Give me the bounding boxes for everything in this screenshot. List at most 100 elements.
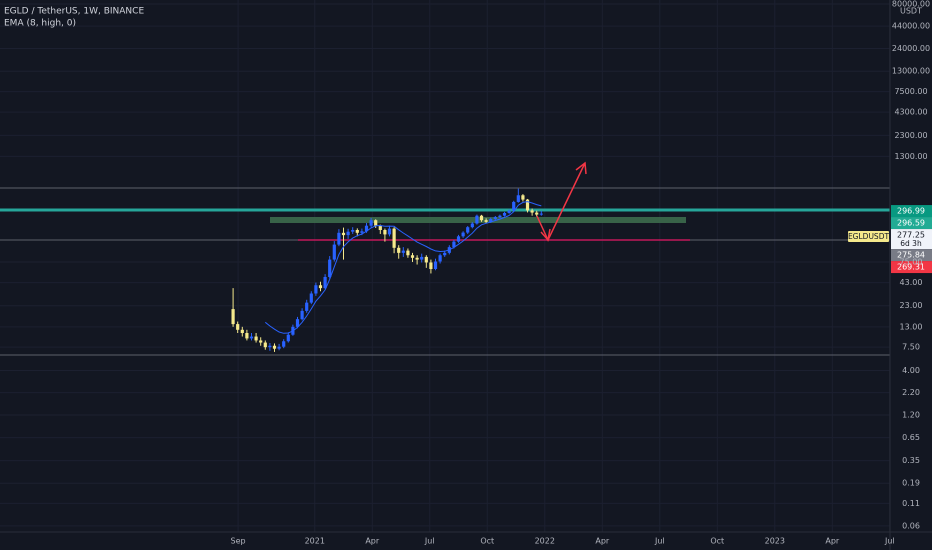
candle-body (461, 232, 465, 237)
candle-body (539, 213, 543, 215)
y-tick-label: 4300.00 (894, 108, 927, 117)
candle-body (332, 244, 336, 260)
candle-body (479, 215, 484, 221)
y-unit: USDT (900, 7, 922, 16)
candle-body (484, 220, 488, 222)
candle-body (328, 259, 332, 277)
ema-line (264, 201, 542, 334)
candle-body (512, 201, 516, 211)
y-tick-label: 7.50 (902, 343, 920, 352)
candle-body (498, 215, 502, 218)
candle-body (410, 255, 415, 258)
candle-body (263, 342, 267, 348)
candle-body (387, 228, 392, 235)
price-label: 275.84 (897, 251, 925, 260)
candle-body (397, 247, 401, 253)
x-tick-label: 2022 (535, 537, 555, 546)
candle-body (272, 345, 277, 349)
candle-body (337, 232, 341, 245)
price-label-box (891, 249, 932, 262)
price-label: 277.25 (897, 231, 925, 240)
price-label-box (891, 261, 932, 274)
symbol-tag-box (848, 231, 889, 243)
x-tick-label: Oct (710, 537, 724, 546)
x-tick-label: Apr (365, 537, 380, 546)
candle-body (475, 215, 479, 224)
candle-body (493, 217, 497, 219)
x-tick-label: Oct (480, 537, 494, 546)
candle-body (507, 210, 511, 213)
candle-body (456, 236, 461, 242)
candle-body (369, 220, 373, 226)
candle-body (323, 276, 327, 289)
x-tick-label: 2023 (765, 537, 785, 546)
y-tick-label: 0.19 (902, 479, 920, 488)
candle-body (318, 285, 323, 289)
candle-body (305, 302, 309, 311)
x-tick-label: Apr (595, 537, 610, 546)
x-tick-label: 2021 (305, 537, 325, 546)
symbol-tag: EGLDUSDT (848, 232, 890, 241)
candle-body (346, 231, 350, 236)
candle-body (236, 324, 240, 330)
candle-body (443, 252, 447, 256)
y-tick-label: 75.00 (900, 257, 923, 266)
y-tick-label: 23.00 (900, 301, 923, 310)
candle-body (502, 212, 507, 216)
indicator-label: EMA (8, high, 0) (4, 19, 76, 29)
y-tick-label: 80000.00 (892, 0, 930, 8)
candle-body (438, 255, 442, 262)
plot-area (231, 188, 543, 352)
x-tick-label: Jul (884, 537, 895, 546)
y-tick-label: 2300.00 (894, 131, 927, 140)
candle-body (268, 345, 272, 348)
candle-body (521, 195, 525, 200)
candle-body (364, 225, 369, 232)
candle-body (489, 218, 493, 222)
y-tick-label: 1300.00 (894, 152, 927, 161)
x-tick-label: Jul (424, 537, 435, 546)
y-tick-label: 43.00 (900, 278, 923, 287)
y-tick-label: 13.00 (900, 322, 923, 331)
y-tick-label: 4.00 (902, 366, 920, 375)
candle-body (383, 229, 387, 235)
y-tick-label: 13000.00 (892, 67, 930, 76)
arrow-head (575, 161, 587, 175)
candle-body (378, 225, 382, 230)
candle-body (341, 232, 346, 236)
projection-arrows (536, 161, 587, 242)
candle-body (406, 250, 410, 256)
price-label: 296.59 (897, 219, 925, 228)
candle-body (231, 309, 235, 325)
candle-body (360, 231, 364, 233)
candle-body (401, 250, 405, 253)
y-tick-label: 0.65 (902, 433, 920, 442)
candle-body (452, 241, 456, 248)
candle-body (300, 310, 304, 320)
x-tick-label: Jul (654, 537, 665, 546)
candle-body (309, 293, 313, 303)
y-tick-label: 2.20 (902, 388, 920, 397)
candle-body (351, 229, 355, 232)
chart-title: EGLD / TetherUS, 1W, BINANCE (4, 7, 144, 17)
candle-body (516, 195, 520, 202)
countdown: 6d 3h (900, 239, 922, 248)
candle-body (240, 329, 244, 334)
candle-body (535, 212, 539, 215)
candle-body (295, 319, 300, 327)
arrow-head (540, 228, 551, 242)
candle-body (525, 199, 530, 211)
price-label-box (891, 229, 932, 250)
price-label: 269.31 (897, 263, 925, 272)
y-tick-label: 7500.00 (894, 87, 927, 96)
candle-body (530, 210, 534, 213)
candle-body (420, 256, 424, 260)
y-tick-label: 0.06 (902, 521, 920, 530)
candle-body (424, 256, 428, 263)
candle-body (415, 257, 419, 260)
candle-body (254, 336, 258, 341)
